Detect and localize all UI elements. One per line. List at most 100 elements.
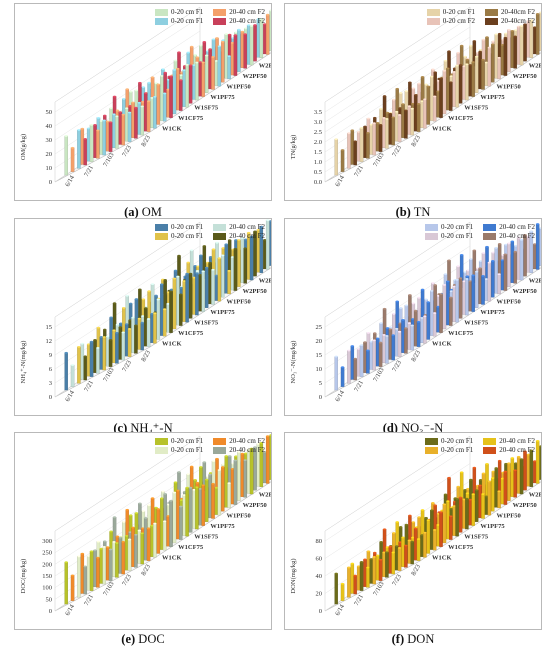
bar-top [411,536,415,539]
bar-top [214,59,219,62]
bar-top [205,478,209,481]
bar-top [414,309,418,312]
bar [539,11,541,51]
bar-body [211,56,215,90]
bar-body [263,24,267,55]
bar [263,239,267,270]
treatment-label: W1CF75 [448,544,474,551]
bar-top [411,318,415,320]
bar-body [80,128,85,165]
bar-top [481,38,486,41]
bar-body [410,108,414,136]
bar-top [160,283,164,286]
bar-body [217,46,222,87]
treatment-label: W1CF75 [178,115,204,122]
bar-top [172,491,177,494]
bar-top [190,45,194,48]
bar-top [150,96,154,99]
bar [481,493,485,519]
bar-body [150,525,154,557]
legend-item: 20-40cm F2 [484,8,535,16]
bar-top [188,64,193,67]
bar [131,526,135,567]
bar-top [230,256,235,258]
bar-top [404,327,408,330]
treatment-label: W1PF75 [210,94,235,101]
treatment-label: W2PF75 [529,491,541,498]
bar-top [263,239,267,241]
bar-body [240,237,245,283]
bar-top [533,460,537,463]
bar-top [465,492,470,495]
bar-top [122,98,126,100]
bar-top [433,284,437,286]
bar-top [96,326,101,329]
bar [99,120,104,155]
bar [115,331,119,364]
bar-top [417,82,421,85]
bar [143,517,148,561]
bar-top [112,113,116,116]
bar-top [70,146,75,149]
bar-top [182,69,186,72]
bar-body [146,318,151,347]
bar-body [416,321,421,347]
bar-body [375,338,380,367]
bar-body [539,12,541,51]
bar-top [256,442,261,445]
bar [468,498,473,526]
bar [127,111,132,142]
bar-body [99,120,104,155]
bar-body [503,254,508,291]
bar-body [401,104,405,138]
caption-don: (f) DON [391,632,435,646]
bar-body [246,25,251,65]
bar-top [156,298,160,301]
bar-top [169,288,174,291]
bar [484,495,489,515]
bar-top [433,312,437,314]
bar-top [115,115,119,118]
bar-top [465,58,470,61]
bar-body [523,451,527,491]
bar-top [93,124,97,126]
bar [468,280,473,312]
y-tick-label: 1.0 [314,159,322,166]
bar-top [420,76,425,78]
legend-label: 0-20 cm F1 [170,232,204,240]
bar [430,289,434,336]
bar-top [169,75,173,78]
bar [118,326,123,360]
bar-body [227,483,231,509]
bar-body [474,271,479,308]
bar-top [397,114,402,116]
bar-body [347,567,351,598]
bar-top [514,244,518,247]
legend-swatch [154,223,168,231]
bar [385,551,389,578]
bar-body [64,352,68,391]
y-tick-label: 12 [46,338,53,345]
y-tick-label: 0 [319,608,322,615]
bar [366,349,370,374]
bar-top [404,90,409,93]
bar-top [376,337,380,340]
bar-body [366,350,370,374]
bar-top [134,512,139,514]
bar-top [447,50,451,53]
bar-top [456,265,460,268]
date-label: 8/23 [410,134,422,148]
bar [214,274,219,301]
bar [185,486,189,537]
legend-item: 20-40 cm F2 [213,437,265,445]
bar-top [198,487,202,490]
bar [478,484,482,519]
bar [64,351,68,391]
bar [439,293,443,333]
bar-top [357,131,361,133]
bar-body [230,42,235,76]
legend-item: 20-40 cm F2 [213,223,265,231]
bar-top [366,550,371,553]
bar [397,330,402,357]
bar-top [163,279,167,281]
